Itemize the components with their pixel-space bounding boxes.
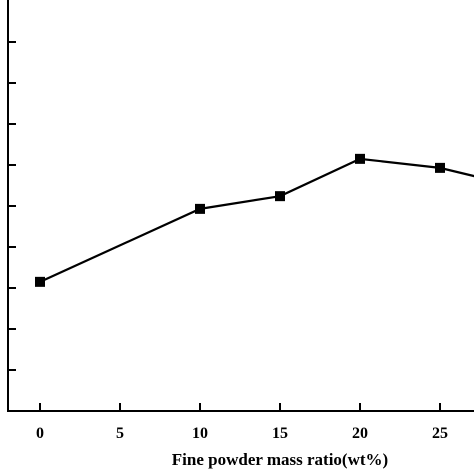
x-tick-label: 10	[192, 425, 208, 442]
x-axis-title: Fine powder mass ratio(wt%)	[172, 450, 388, 469]
marker	[435, 162, 445, 173]
x-tick-label: 20	[352, 425, 368, 442]
marker	[275, 191, 285, 202]
x-tick-label: 25	[432, 425, 448, 442]
marker	[195, 203, 205, 214]
marker	[355, 153, 365, 164]
marker	[35, 276, 45, 287]
x-tick-label: 5	[116, 425, 124, 442]
line	[39, 157, 474, 283]
x-tick-label: 0	[36, 425, 44, 442]
x-tick-label: 15	[272, 425, 288, 442]
